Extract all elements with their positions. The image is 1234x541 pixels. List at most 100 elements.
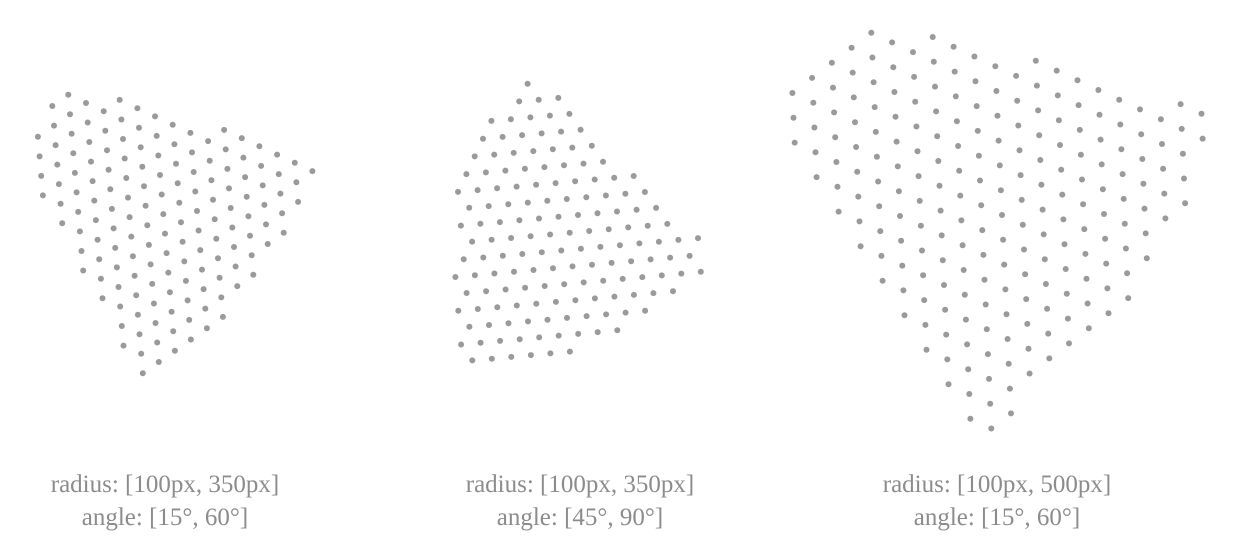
grid-dot: [86, 139, 93, 145]
grid-dot: [1063, 290, 1070, 297]
grid-dot: [1096, 111, 1103, 118]
grid-dot: [644, 222, 651, 229]
grid-dot: [552, 298, 559, 305]
grid-dot: [469, 357, 476, 364]
grid-dot: [129, 253, 136, 260]
grid-dot: [100, 108, 107, 115]
grid-dot: [99, 295, 106, 302]
grid-dot: [993, 88, 1000, 94]
grid-dot: [1104, 285, 1111, 292]
grid-dot: [516, 98, 523, 105]
grid-dot: [170, 328, 177, 335]
grid-dot: [486, 322, 492, 328]
grid-dot: [1179, 150, 1186, 157]
grid-dot: [1001, 261, 1008, 268]
grid-dot: [1019, 221, 1026, 228]
grid-dot: [474, 306, 481, 312]
grid-dot: [1061, 241, 1068, 248]
grid-dot: [474, 187, 481, 194]
grid-dot: [972, 78, 979, 85]
grid-dot: [1138, 131, 1145, 138]
grid-dot: [955, 143, 962, 149]
grid-dot: [810, 99, 817, 106]
grid-dot: [51, 122, 57, 129]
grid-dot: [226, 185, 232, 192]
grid-dot: [455, 307, 462, 314]
grid-dot: [971, 53, 978, 60]
grid-dot: [84, 119, 91, 126]
grid-dot: [848, 44, 855, 51]
grid-dot: [94, 236, 101, 243]
grid-dot: [457, 222, 464, 229]
grid-dot: [293, 179, 300, 186]
grid-dot: [852, 119, 858, 126]
grid-dot: [1022, 271, 1029, 278]
grid-dot: [591, 295, 598, 302]
caption-2: radius: [100px, 500px] angle: [15°, 60°]: [760, 468, 1234, 534]
grid-dot: [936, 182, 943, 189]
grid-dot: [160, 211, 167, 218]
grid-dot: [930, 58, 937, 65]
angle-label: angle: [15°, 60°]: [81, 504, 249, 531]
grid-dot: [200, 286, 207, 293]
grid-dot: [279, 210, 286, 217]
grid-dot: [588, 142, 595, 149]
grid-dot: [873, 153, 880, 160]
grid-dot: [1039, 206, 1046, 213]
grid-dot: [178, 219, 184, 226]
grid-dot: [1079, 176, 1085, 183]
grid-dot: [996, 162, 1003, 169]
grid-dot: [988, 425, 995, 432]
grid-dot: [639, 274, 646, 281]
grid-dot: [34, 133, 41, 140]
grid-dot: [142, 202, 149, 209]
grid-dot: [597, 243, 604, 250]
grid-dot: [630, 173, 637, 179]
grid-dot: [577, 126, 584, 133]
grid-dot: [115, 284, 122, 290]
grid-dot: [508, 235, 515, 241]
grid-dot: [108, 205, 115, 212]
grid-dot: [957, 192, 964, 199]
grid-dot: [891, 89, 898, 95]
grid-dot: [1054, 92, 1061, 99]
grid-dot: [600, 277, 607, 284]
grid-dot: [466, 204, 473, 211]
grid-dot: [544, 197, 551, 204]
grid-dot: [139, 163, 146, 170]
grid-dot: [951, 68, 958, 75]
grid-dot: [1199, 135, 1206, 142]
grid-dot: [583, 313, 590, 320]
grid-dot: [877, 228, 884, 235]
grid-dot: [555, 213, 562, 220]
grid-dot: [144, 222, 151, 229]
grid-dot: [1159, 141, 1165, 147]
grid-dot: [900, 287, 907, 294]
grid-dot: [116, 96, 123, 103]
grid-dot: [1143, 255, 1150, 262]
grid-dot: [575, 330, 582, 337]
grid-dot: [68, 130, 75, 137]
grid-dot: [619, 275, 626, 282]
grid-dot: [1139, 156, 1146, 162]
radius-label: radius: [100px, 350px]: [465, 471, 695, 498]
grid-dot: [789, 90, 796, 96]
grid-dot: [1141, 205, 1148, 212]
grid-dot: [569, 144, 576, 151]
grid-dot: [832, 134, 839, 141]
grid-dot: [1055, 117, 1062, 124]
grid-dot: [1077, 151, 1084, 158]
grid-dot: [655, 238, 662, 245]
grid-dot: [309, 168, 316, 175]
grid-dot: [1085, 325, 1092, 332]
grid-dot: [240, 154, 247, 161]
grid-dot: [628, 258, 635, 265]
grid-dot: [488, 236, 495, 243]
grid-dot: [667, 254, 674, 261]
grid-dot: [507, 116, 514, 123]
grid-dot: [919, 247, 925, 254]
grid-dot: [157, 172, 163, 178]
grid-dot: [194, 208, 200, 214]
grid-dot: [912, 98, 919, 105]
grid-dot: [547, 350, 554, 357]
